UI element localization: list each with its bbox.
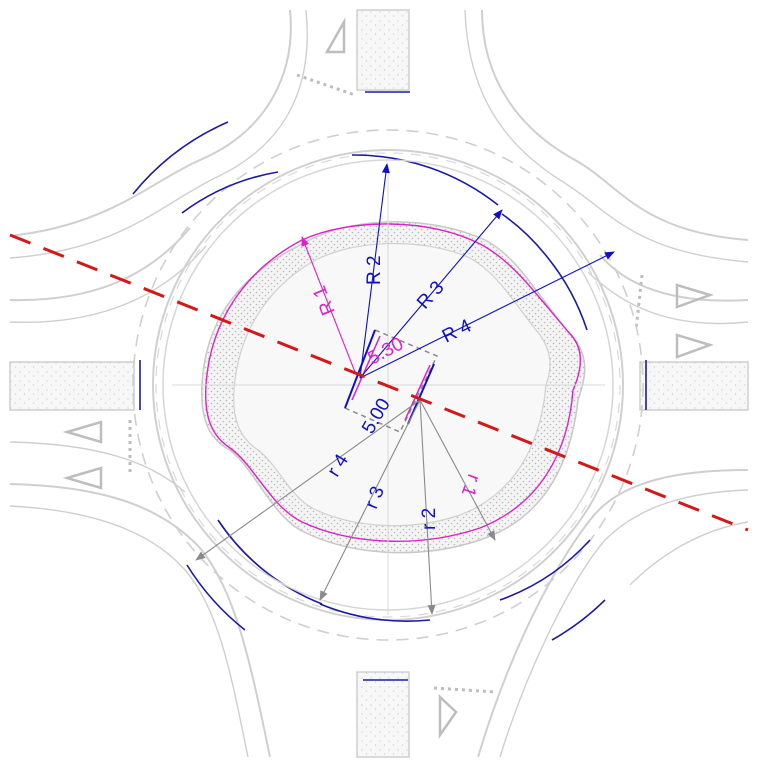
offset-line-blue-a [344,329,376,409]
offset-line-magenta-b [404,364,431,421]
axis-line [9,233,749,532]
label-r2-lower: r 2 [419,508,440,530]
offset-line-blue-b [407,363,435,425]
offset-line-magenta-a [351,335,381,401]
dimension-lines [195,163,615,615]
splitter-islands [9,9,749,758]
curb-arcs [132,91,647,681]
inner-dashed-circle [155,152,621,618]
approach-roads [9,9,749,758]
outer-dashed-circle [132,129,644,641]
r1-boundary [205,223,582,542]
label-r2-upper: R 2 [364,255,385,285]
